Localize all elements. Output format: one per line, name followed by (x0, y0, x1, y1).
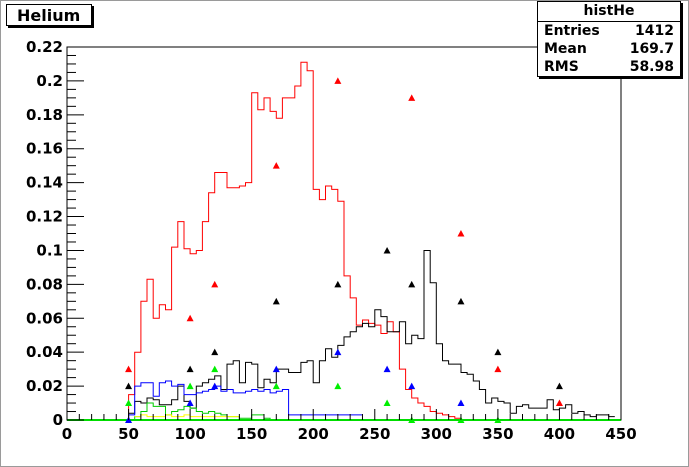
data-marker-0 (211, 280, 219, 288)
histogram-series-1 (122, 250, 615, 421)
data-marker-0 (555, 399, 563, 407)
stats-value: 169.7 (629, 41, 674, 57)
data-marker-0 (457, 230, 465, 237)
data-marker-1 (457, 297, 465, 305)
data-marker-3 (211, 365, 219, 373)
x-tick-label: 150 (236, 425, 267, 443)
data-marker-3 (334, 382, 342, 390)
x-tick-label: 100 (174, 425, 205, 443)
data-marker-1 (125, 382, 133, 390)
data-marker-2 (272, 365, 280, 373)
y-tick-label: 0.18 (26, 106, 63, 124)
x-tick-label: 200 (298, 425, 329, 443)
y-tick-label: 0.2 (36, 72, 63, 90)
data-marker-3 (383, 399, 391, 407)
data-marker-3 (125, 399, 133, 407)
histogram-series-3 (122, 402, 277, 421)
stats-value: 58.98 (629, 59, 674, 75)
data-marker-1 (555, 382, 563, 390)
stats-box: histHe Entries 1412 Mean 169.7 RMS 58.98 (537, 1, 681, 77)
histogram-series-4 (134, 414, 240, 418)
x-tick-label: 0 (62, 425, 72, 443)
y-tick-label: 0.02 (26, 377, 63, 395)
x-tick-label: 400 (544, 425, 575, 443)
data-marker-1 (211, 348, 219, 356)
stats-row-rms: RMS 58.98 (538, 58, 680, 76)
data-marker-2 (383, 365, 391, 373)
data-marker-0 (408, 94, 416, 101)
data-marker-0 (272, 162, 280, 169)
y-tick-label: 0.16 (26, 140, 63, 158)
data-marker-1 (186, 365, 194, 373)
data-marker-2 (186, 399, 194, 407)
data-marker-1 (383, 246, 391, 254)
data-marker-2 (408, 382, 416, 390)
y-tick-label: 0.06 (26, 309, 63, 327)
data-marker-2 (457, 399, 465, 407)
data-marker-1 (272, 297, 280, 305)
y-tick-label: 0 (53, 411, 63, 429)
x-tick-label: 450 (605, 425, 636, 443)
histogram-series-0 (122, 61, 523, 421)
stats-label: Entries (544, 23, 600, 39)
data-marker-1 (408, 280, 416, 288)
y-tick-label: 0.08 (26, 275, 63, 293)
y-tick-label: 0.14 (26, 174, 63, 192)
data-marker-0 (186, 314, 194, 322)
x-tick-label: 300 (421, 425, 452, 443)
stats-row-mean: Mean 169.7 (538, 40, 680, 58)
y-tick-label: 0.22 (26, 38, 63, 56)
data-marker-1 (494, 348, 502, 356)
y-tick-label: 0.04 (26, 343, 63, 361)
x-tick-label: 250 (359, 425, 390, 443)
y-tick-label: 0.1 (36, 241, 63, 259)
data-marker-3 (272, 382, 280, 390)
y-tick-label: 0.12 (26, 208, 63, 226)
data-marker-1 (334, 280, 342, 288)
data-marker-0 (125, 365, 133, 373)
histogram-series-2 (122, 380, 363, 421)
data-marker-0 (494, 365, 502, 373)
stats-row-entries: Entries 1412 (538, 22, 680, 40)
stats-label: RMS (544, 59, 579, 75)
plot-title: Helium (6, 4, 92, 26)
x-tick-label: 350 (482, 425, 513, 443)
stats-label: Mean (544, 41, 587, 57)
stats-name: histHe (538, 2, 680, 22)
stats-value: 1412 (635, 23, 674, 39)
x-tick-label: 50 (118, 425, 139, 443)
data-marker-3 (186, 382, 194, 390)
data-marker-2 (211, 382, 219, 390)
data-marker-2 (334, 348, 342, 356)
data-marker-0 (334, 77, 342, 84)
